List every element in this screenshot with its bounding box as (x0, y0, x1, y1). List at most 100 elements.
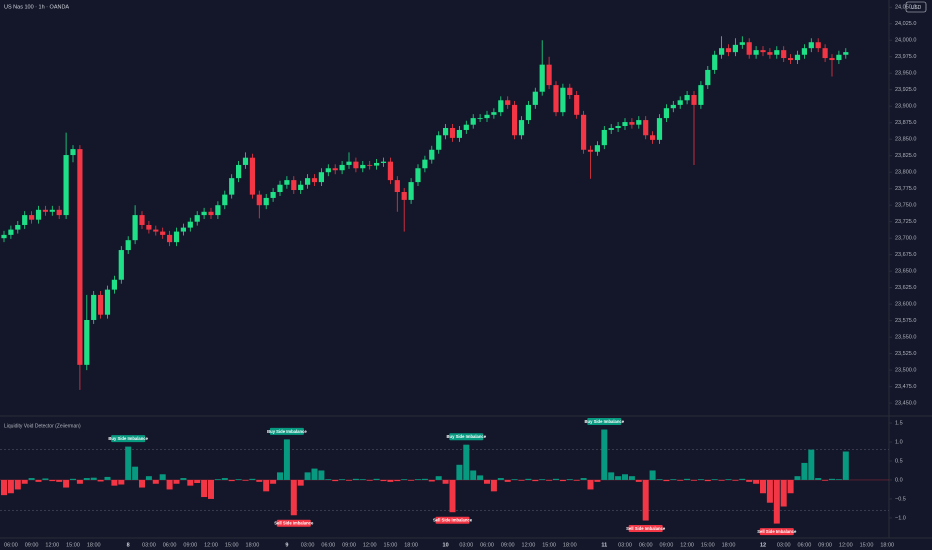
histogram-bar (346, 479, 352, 481)
candle-body (311, 178, 318, 183)
candle-body (394, 180, 400, 192)
candle-body (822, 48, 828, 59)
histogram-bar (691, 479, 697, 481)
histogram-bar (249, 478, 256, 480)
candle-body (463, 124, 469, 130)
annotation-box (276, 519, 311, 527)
y-tick-label: 23,900.0 (895, 104, 916, 110)
histogram-bar (401, 479, 408, 480)
histogram-bar (28, 478, 35, 480)
candle-body (843, 52, 849, 55)
candle-body (622, 122, 628, 127)
histogram-bar (283, 439, 290, 480)
y-tick-label: 23,475.0 (895, 384, 916, 390)
histogram-bar (546, 479, 553, 481)
histogram-bar (697, 479, 704, 480)
histogram-bar (70, 478, 76, 480)
candle-body (525, 104, 531, 121)
currency-label[interactable]: USD (911, 5, 922, 11)
candle-body (691, 95, 697, 105)
x-tick-label: 06:00 (798, 542, 812, 548)
candle-body (305, 178, 311, 185)
candle-body (836, 54, 842, 61)
histogram-bar (221, 478, 228, 480)
indicator-title: Liquidity Void Detector (Zeiierman) (4, 423, 81, 429)
histogram-bar (373, 478, 380, 480)
candle-body (712, 54, 718, 70)
candle-body (56, 209, 62, 216)
candle-body (705, 69, 711, 86)
histogram-bar (470, 470, 477, 480)
histogram-bar (208, 479, 214, 499)
histogram-bar (842, 451, 849, 480)
candle-body (353, 161, 359, 169)
candle-body (298, 184, 304, 191)
candle-body (222, 194, 228, 206)
candle-body (360, 164, 366, 169)
candle-body (387, 161, 393, 181)
candle-body (650, 135, 656, 140)
y-tick-label: 23,525.0 (895, 351, 916, 357)
candle-body (263, 197, 269, 206)
y-tick-label: 23,775.0 (895, 186, 916, 192)
y-tick-label: 23,450.0 (895, 401, 916, 407)
annotation-box (759, 528, 794, 536)
histogram-bar (456, 464, 463, 480)
candle-body (167, 234, 173, 243)
histogram-bar (601, 429, 608, 480)
candle-body (532, 91, 538, 105)
x-tick-label: 09:00 (501, 542, 515, 548)
histogram-bar (559, 479, 566, 482)
histogram-bar (835, 479, 842, 480)
annotation-label: Sell Side Imbalance (433, 518, 473, 523)
x-tick-label: 18:00 (563, 542, 577, 548)
candle-body (15, 224, 21, 230)
y-tick-label: 24,000.0 (895, 38, 916, 44)
histogram-bar (518, 479, 525, 481)
histogram-bar (580, 478, 587, 480)
histogram-bar (201, 479, 208, 498)
histogram-bar (649, 470, 656, 480)
candle-body (70, 149, 76, 156)
y-tick-label: 23,675.0 (895, 252, 916, 258)
histogram-bar (504, 479, 511, 482)
x-tick-label: 09:00 (818, 542, 832, 548)
candle-body (587, 149, 594, 152)
y-tick-label: 23,800.0 (895, 170, 916, 176)
histogram-bar (332, 479, 339, 482)
histogram-bar (366, 479, 373, 481)
annotation-label: Sell Side Imbalance (274, 521, 314, 526)
histogram-bar (656, 479, 663, 480)
candle-body (815, 42, 821, 49)
histogram-bar (829, 478, 835, 480)
candle-body (42, 209, 48, 212)
x-tick-label: 12:00 (45, 542, 59, 548)
histogram-bar (242, 479, 249, 481)
x-tick-label: 18:00 (404, 542, 418, 548)
histogram-bar (159, 474, 166, 480)
candle-body (719, 48, 725, 55)
candle-body (732, 44, 738, 53)
y-tick-label: 23,500.0 (895, 368, 916, 374)
histogram-bar (187, 479, 194, 486)
y-tick-label: 23,600.0 (895, 302, 916, 308)
candle-body (801, 48, 807, 55)
x-tick-label: 03:00 (777, 542, 791, 548)
x-tick-label: 8 (127, 542, 130, 548)
histogram-bar (732, 479, 739, 481)
candle-body (739, 42, 745, 45)
x-tick-label: 12:00 (363, 542, 377, 548)
y-tick-label: 1.5 (895, 421, 903, 427)
candle-body (643, 120, 649, 136)
candle-body (429, 149, 435, 160)
candle-body (380, 161, 387, 163)
candle-body (794, 54, 801, 61)
histogram-bar (539, 479, 546, 480)
histogram-bar (670, 479, 677, 480)
histogram-bar (525, 478, 532, 480)
histogram-bar (608, 472, 615, 480)
x-tick-label: 03:00 (301, 542, 315, 548)
histogram-bar (235, 479, 242, 480)
currency-box[interactable] (905, 1, 927, 13)
candle-body (201, 211, 207, 216)
